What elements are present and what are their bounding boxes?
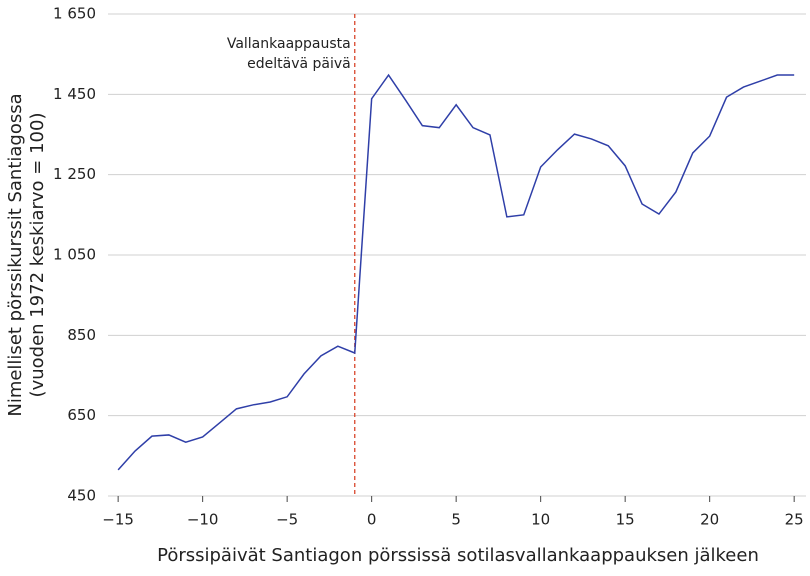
x-tick-label: 20 [700, 511, 719, 529]
y-axis-title: Nimelliset pörssikurssit Santiagossa [5, 93, 26, 416]
annotation: edeltävä päivä [247, 56, 351, 72]
y-tick-label: 1 650 [53, 5, 96, 23]
y-axis-title: (vuoden 1972 keskiarvo = 100) [27, 113, 48, 398]
x-tick-label: −15 [102, 511, 134, 529]
series-line [117, 73, 795, 471]
x-tick-label: 0 [367, 511, 377, 529]
y-tick-label: 1 250 [53, 165, 96, 183]
y-tick-label: 1 050 [53, 246, 96, 264]
x-tick-label: 10 [531, 511, 550, 529]
x-axis-title: Pörssipäivät Santiagon pörssissä sotilas… [157, 545, 759, 566]
x-tick-label: 25 [785, 511, 804, 529]
y-tick-label: 850 [67, 326, 96, 344]
y-tick-label: 450 [67, 487, 96, 505]
y-tick-label: 1 450 [53, 85, 96, 103]
x-tick-label: 15 [616, 511, 635, 529]
y-tick-label: 650 [67, 406, 96, 424]
annotation: Vallankaappausta [227, 36, 351, 52]
x-tick-label: 5 [451, 511, 461, 529]
x-tick-label: −10 [187, 511, 219, 529]
x-tick-label: −5 [276, 511, 298, 529]
